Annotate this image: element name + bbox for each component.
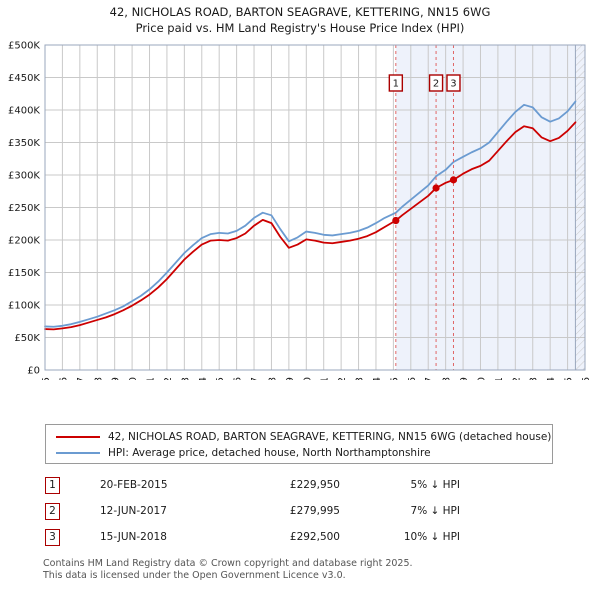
x-axis-tick-label: 2017 [424, 377, 435, 380]
price-paid-point[interactable] [392, 216, 400, 225]
x-axis-tick-label: 2006 [233, 377, 244, 380]
marker-box-label: 3 [450, 79, 456, 90]
transactions-table: 1 20-FEB-2015 £229,950 5% ↓ HPI 2 12-JUN… [45, 472, 565, 550]
x-axis-tick-label: 2015 [389, 377, 400, 380]
x-axis-tick-label: 2019 [459, 377, 470, 380]
series-line-hpi [44, 100, 577, 328]
footer-attribution: Contains HM Land Registry data © Crown c… [43, 558, 573, 582]
x-axis-tick-label: 2007 [250, 377, 261, 380]
price-history-chart: £0 £50K £100K £150K £200K £250K £300K £350K £400… [0, 40, 600, 381]
price-paid-point[interactable] [449, 176, 458, 184]
legend-item-hpi: HPI: Average price, detached house, Nort… [52, 445, 546, 461]
x-axis-tick-label: 1998 [93, 377, 104, 380]
legend-swatch-property [56, 436, 100, 438]
footer-line-1: Contains HM Land Registry data © Crown c… [43, 558, 413, 569]
x-axis-tick-label: 2026 [581, 377, 592, 380]
y-axis-tick-label: £200K [8, 236, 40, 247]
legend-item-property: 42, NICHOLAS ROAD, BARTON SEAGRAVE, KETT… [52, 429, 551, 445]
x-axis-tick-label: 2012 [337, 377, 348, 380]
x-axis-tick-label: 2002 [163, 377, 174, 380]
y-axis-tick-label: £0 [27, 366, 40, 377]
transaction-price: £229,950 [289, 479, 340, 491]
y-axis-tick-label: £250K [8, 203, 40, 214]
transaction-hpi-delta: 10% ↓ HPI [403, 531, 460, 543]
footer-line-2: This data is licensed under the Open Gov… [43, 570, 346, 581]
marker-box-label: 1 [393, 79, 399, 90]
transaction-index-badge: 2 [45, 502, 60, 520]
title-line-2: Price paid vs. HM Land Registry's House … [135, 21, 465, 35]
y-axis-tick-label: £350K [8, 138, 40, 149]
x-axis-tick-label: 2004 [198, 377, 209, 380]
transaction-hpi-delta: 5% ↓ HPI [410, 479, 460, 491]
table-row[interactable]: 3 15-JUN-2018 £292,500 10% ↓ HPI [45, 524, 565, 550]
plot-frame [44, 44, 586, 371]
x-axis-tick-label: 2000 [128, 377, 139, 380]
x-axis-tick-label: 1999 [111, 377, 122, 380]
x-axis-tick-label: 2021 [494, 377, 505, 380]
transaction-index-badge: 3 [45, 528, 60, 546]
x-axis-tick-label: 2013 [355, 377, 366, 380]
y-axis-tick-label: £150K [8, 268, 40, 279]
y-axis-tick-label: £100K [8, 301, 40, 312]
marker-box[interactable] [428, 74, 444, 92]
title-line-1: 42, NICHOLAS ROAD, BARTON SEAGRAVE, KETT… [109, 5, 491, 19]
legend-label-hpi: HPI: Average price, detached house, Nort… [108, 447, 431, 459]
chart-legend: 42, NICHOLAS ROAD, BARTON SEAGRAVE, KETT… [45, 424, 553, 464]
transaction-date: 20-FEB-2015 [100, 479, 168, 491]
transaction-index-badge: 1 [45, 476, 60, 494]
y-axis-tick-label: £500K [8, 41, 40, 52]
y-axis-tick-label: £300K [8, 171, 40, 182]
legend-label-property: 42, NICHOLAS ROAD, BARTON SEAGRAVE, KETT… [108, 431, 552, 443]
table-row[interactable]: 2 12-JUN-2017 £279,995 7% ↓ HPI [45, 498, 565, 524]
y-axis-tick-label: £400K [8, 106, 40, 117]
series-line-property [44, 121, 577, 331]
transaction-date: 15-JUN-2018 [100, 531, 167, 543]
transaction-hpi-delta: 7% ↓ HPI [410, 505, 460, 517]
x-axis-tick-label: 2005 [215, 377, 226, 380]
marker-box[interactable] [388, 74, 404, 92]
y-axis-tick-label: £50K [14, 333, 40, 344]
legend-swatch-hpi [56, 452, 100, 454]
x-axis-tick-label: 2014 [372, 377, 383, 380]
x-axis-tick-label: 2018 [442, 377, 453, 380]
x-axis-tick-label: 2011 [320, 377, 331, 380]
transaction-price: £279,995 [289, 505, 340, 517]
x-axis-tick-label: 2024 [546, 377, 557, 380]
x-axis-tick-label: 1997 [76, 377, 87, 380]
chart-canvas: £0 £50K £100K £150K £200K £250K £300K £350K £400… [8, 41, 592, 381]
x-axis-tick-label: 2010 [302, 377, 313, 380]
x-axis-tick-label: 2020 [476, 377, 487, 380]
x-axis-tick-label: 2016 [407, 377, 418, 380]
x-axis-tick-label: 2009 [285, 377, 296, 380]
x-axis-tick-label: 2023 [529, 377, 540, 380]
transaction-price: £292,500 [289, 531, 340, 543]
x-axis-tick-label: 1995 [41, 377, 52, 380]
x-axis-tick-label: 2022 [511, 377, 522, 380]
forecast-hatch-region [574, 44, 586, 371]
marker-box[interactable] [446, 74, 461, 92]
x-axis-tick-label: 2001 [146, 377, 157, 380]
page-title: 42, NICHOLAS ROAD, BARTON SEAGRAVE, KETT… [0, 4, 600, 36]
y-axis-tick-label: £450K [8, 73, 40, 84]
marker-box-label: 2 [433, 79, 439, 90]
price-paid-point[interactable] [432, 184, 440, 192]
x-axis-tick-label: 2025 [564, 377, 575, 380]
x-axis-tick-label: 2003 [180, 377, 191, 380]
table-row[interactable]: 1 20-FEB-2015 £229,950 5% ↓ HPI [45, 472, 565, 498]
x-axis-tick-label: 2008 [267, 377, 278, 380]
x-axis-tick-label: 1996 [58, 377, 69, 380]
transaction-date: 12-JUN-2017 [100, 505, 167, 517]
